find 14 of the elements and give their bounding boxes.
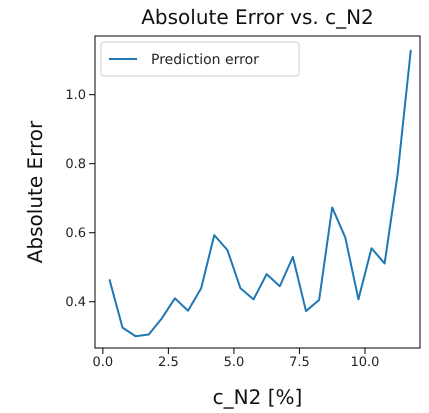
y-tick-label: 0.8 <box>65 156 86 172</box>
chart-title: Absolute Error vs. c_N2 <box>141 5 374 29</box>
x-tick-label: 5.0 <box>224 355 244 370</box>
line-series <box>108 48 412 338</box>
x-tick-label: 2.5 <box>158 355 179 370</box>
x-axis-title: c_N2 [%] <box>212 385 302 409</box>
y-tick-label: 0.6 <box>65 226 86 241</box>
x-tick-label: 0.0 <box>92 355 114 370</box>
y-tick-label: 1.0 <box>65 88 86 103</box>
y-tick-label: 0.4 <box>65 294 86 310</box>
x-tick-label: 10.0 <box>350 355 380 370</box>
x-tick-label: 7.5 <box>289 355 310 370</box>
legend-label: Prediction error <box>151 52 260 68</box>
y-axis-title: Absolute Error <box>23 120 47 264</box>
